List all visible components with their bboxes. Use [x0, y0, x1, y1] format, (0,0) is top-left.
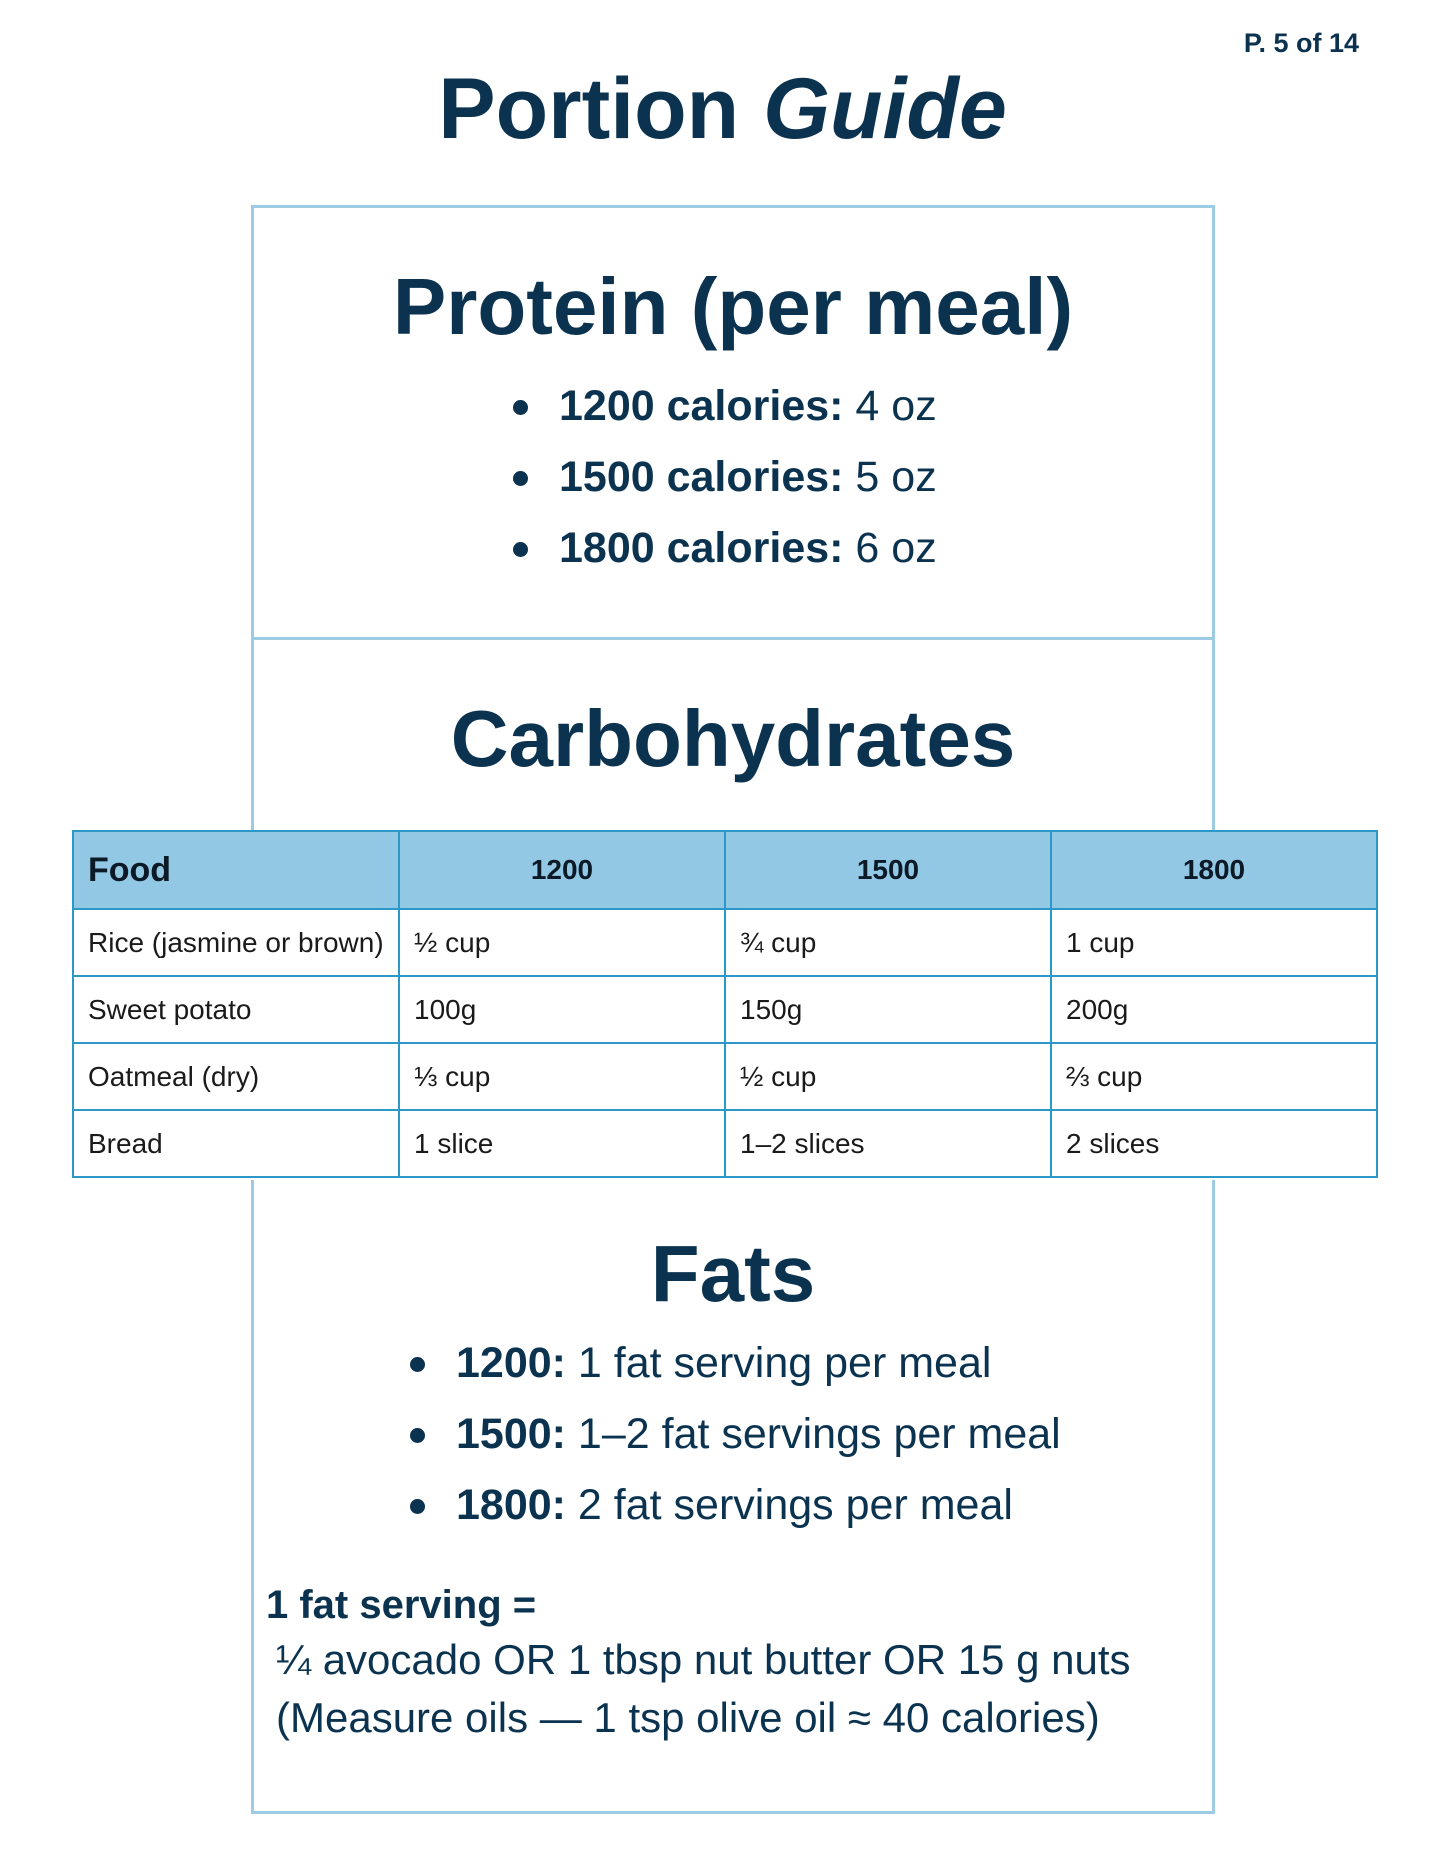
protein-item: 1800 calories: 6 oz [509, 513, 1212, 584]
portion-cell: 2 slices [1050, 1109, 1378, 1178]
table-row: Sweet potato 100g 150g 200g [72, 975, 1378, 1044]
portion-cell: ⅓ cup [398, 1042, 726, 1111]
food-cell: Bread [72, 1109, 400, 1178]
protein-item-value: 5 oz [843, 453, 937, 501]
table-row: Bread 1 slice 1–2 slices 2 slices [72, 1109, 1378, 1178]
protein-item-value: 6 oz [843, 524, 937, 572]
portion-cell: 200g [1050, 975, 1378, 1044]
protein-item-label: 1200 calories: [559, 382, 844, 430]
fats-item-label: 1500: [456, 1410, 566, 1458]
protein-list: 1200 calories: 4 oz 1500 calories: 5 oz … [509, 371, 1212, 584]
fat-serving-equivalents: ¼ avocado OR 1 tbsp nut butter OR 15 g n… [276, 1636, 1131, 1683]
portion-cell: 150g [724, 975, 1052, 1044]
portion-cell: 1 cup [1050, 908, 1378, 977]
oil-measure-note: (Measure oils — 1 tsp olive oil ≈ 40 cal… [276, 1694, 1100, 1741]
protein-item: 1200 calories: 4 oz [509, 371, 1212, 442]
food-cell: Sweet potato [72, 975, 400, 1044]
column-header-food: Food [72, 830, 400, 910]
portion-cell: 1 slice [398, 1109, 726, 1178]
column-header-1200: 1200 [398, 830, 726, 910]
table-header-row: Food 1200 1500 1800 [72, 830, 1378, 910]
carbs-section: Carbohydrates [251, 637, 1215, 842]
fats-item-label: 1200: [456, 1339, 566, 1387]
protein-item: 1500 calories: 5 oz [509, 442, 1212, 513]
carbs-heading: Carbohydrates [450, 694, 1016, 783]
fats-item: 1800: 2 fat servings per meal [406, 1470, 1212, 1541]
column-header-1800: 1800 [1050, 830, 1378, 910]
title-main: Portion [438, 61, 740, 157]
portion-cell: 1–2 slices [724, 1109, 1052, 1178]
fats-item-value: 1–2 fat servings per meal [565, 1410, 1061, 1458]
portion-cell: ¾ cup [724, 908, 1052, 977]
portion-cell: ⅔ cup [1050, 1042, 1378, 1111]
fats-item: 1500: 1–2 fat servings per meal [406, 1399, 1212, 1470]
table-row: Oatmeal (dry) ⅓ cup ½ cup ⅔ cup [72, 1042, 1378, 1111]
fats-list: 1200: 1 fat serving per meal 1500: 1–2 f… [406, 1328, 1212, 1541]
fat-serving-title: 1 fat serving = [266, 1583, 537, 1627]
fats-section: Fats 1200: 1 fat serving per meal 1500: … [251, 1180, 1215, 1814]
fats-item-value: 1 fat serving per meal [565, 1339, 992, 1387]
portion-cell: ½ cup [724, 1042, 1052, 1111]
page-number: P. 5 of 14 [1243, 28, 1359, 58]
protein-item-label: 1500 calories: [559, 453, 844, 501]
protein-item-label: 1800 calories: [559, 524, 844, 572]
portion-cell: ½ cup [398, 908, 726, 977]
fats-item-label: 1800: [456, 1481, 566, 1529]
protein-heading: Protein (per meal) [392, 262, 1074, 351]
food-cell: Oatmeal (dry) [72, 1042, 400, 1111]
column-header-1500: 1500 [724, 830, 1052, 910]
carbs-table: Food 1200 1500 1800 Rice (jasmine or bro… [72, 830, 1378, 1178]
table-row: Rice (jasmine or brown) ½ cup ¾ cup 1 cu… [72, 908, 1378, 977]
portion-cell: 100g [398, 975, 726, 1044]
protein-item-value: 4 oz [843, 382, 937, 430]
food-cell: Rice (jasmine or brown) [72, 908, 400, 977]
page-title: Portion Guide [0, 62, 1445, 157]
protein-section: Protein (per meal) 1200 calories: 4 oz 1… [251, 205, 1215, 641]
fats-item-value: 2 fat servings per meal [565, 1481, 1013, 1529]
fats-heading: Fats [650, 1229, 816, 1318]
fats-item: 1200: 1 fat serving per meal [406, 1328, 1212, 1399]
title-italic: Guide [763, 61, 1007, 157]
